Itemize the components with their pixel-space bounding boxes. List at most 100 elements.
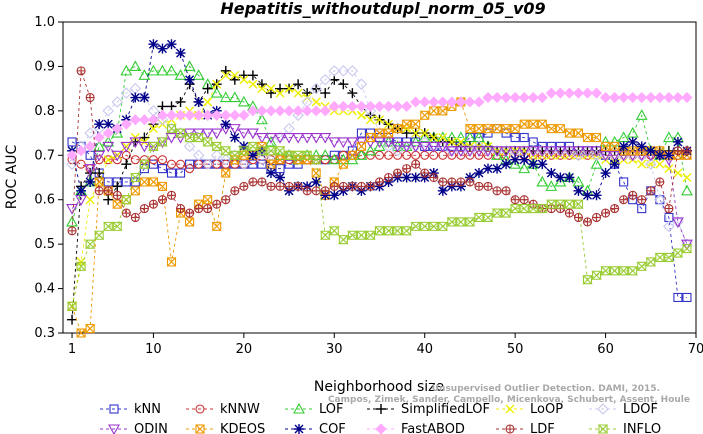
data-point	[239, 181, 249, 191]
data-point	[393, 124, 403, 134]
plot-frame	[62, 21, 697, 334]
data-point	[185, 164, 195, 174]
data-point	[130, 212, 140, 223]
data-point	[509, 91, 521, 104]
data-point	[84, 164, 97, 175]
data-point	[210, 149, 223, 162]
data-point	[221, 168, 231, 178]
data-point	[610, 141, 620, 151]
data-point	[382, 140, 395, 153]
data-point	[220, 119, 231, 130]
data-point	[93, 230, 105, 240]
data-point	[310, 82, 322, 95]
data-point	[248, 79, 258, 89]
data-point	[509, 146, 522, 157]
data-point	[473, 140, 485, 153]
data-point	[627, 136, 638, 147]
data-point	[581, 87, 594, 99]
data-point	[121, 141, 131, 151]
data-point	[138, 141, 151, 153]
data-point	[356, 141, 366, 151]
data-point	[311, 176, 322, 187]
data-point	[247, 105, 259, 117]
data-point	[637, 204, 647, 214]
data-point	[120, 141, 133, 153]
data-point	[93, 150, 106, 162]
data-point	[157, 181, 168, 191]
data-point	[672, 136, 683, 147]
legend-label: KDEOS	[220, 422, 265, 434]
data-point	[572, 87, 585, 99]
data-point	[581, 146, 594, 157]
legend-label: COF	[319, 422, 346, 434]
data-point	[590, 87, 603, 99]
data-point	[555, 124, 565, 134]
data-point	[501, 124, 511, 134]
data-point	[103, 155, 113, 165]
data-point	[528, 159, 539, 170]
data-point	[482, 146, 494, 157]
data-point	[474, 124, 484, 134]
data-point	[401, 172, 412, 183]
x-axis-label: Neighborhood size	[314, 379, 444, 395]
data-point	[419, 221, 431, 231]
data-point	[257, 84, 267, 94]
data-point	[645, 158, 657, 170]
data-point	[573, 199, 584, 209]
data-point	[293, 181, 303, 191]
data-point	[292, 105, 304, 117]
data-point	[112, 190, 122, 200]
data-point	[465, 177, 475, 187]
data-point	[392, 100, 404, 112]
data-point	[265, 135, 277, 147]
data-point	[166, 168, 177, 178]
data-point	[212, 79, 222, 89]
data-point	[120, 195, 132, 205]
data-point	[328, 153, 341, 165]
data-point	[75, 145, 87, 157]
data-point	[590, 146, 603, 157]
data-point	[618, 266, 629, 276]
chart-title: Hepatitis_withoutdupl_norm_05_v09	[220, 0, 545, 18]
data-point	[591, 212, 602, 223]
data-point	[329, 181, 339, 191]
data-point	[510, 132, 520, 143]
data-point	[582, 190, 593, 201]
data-point	[320, 88, 331, 99]
data-point	[465, 124, 475, 134]
data-point	[600, 91, 612, 104]
data-point	[429, 133, 439, 143]
data-point	[176, 168, 186, 178]
data-point	[130, 172, 141, 183]
data-point	[528, 119, 538, 129]
data-point	[536, 146, 549, 157]
data-point	[157, 195, 168, 205]
data-point	[347, 181, 357, 191]
data-point	[310, 132, 323, 144]
data-point	[311, 168, 321, 178]
data-point	[338, 235, 349, 245]
data-point	[591, 270, 602, 280]
data-point	[428, 221, 440, 231]
data-point	[230, 70, 240, 80]
legend-item-cof: COF	[285, 422, 346, 434]
data-point	[238, 158, 250, 170]
legend-marker	[597, 403, 609, 415]
data-point	[655, 195, 665, 205]
data-point	[463, 146, 476, 157]
legend: kNN kNNW LOF SimplifiedLOF LoOP LDOF ODIN KDEOS…	[100, 402, 661, 434]
data-point	[157, 155, 168, 165]
y-tick-label: 0.4	[34, 282, 55, 297]
data-point	[564, 128, 574, 138]
data-point	[554, 87, 566, 99]
data-point	[256, 113, 268, 125]
legend-label: SimplifiedLOF	[401, 402, 490, 417]
data-point	[600, 266, 611, 276]
data-point	[599, 150, 612, 162]
data-point	[157, 164, 168, 174]
data-point	[94, 177, 104, 187]
legend-label: ODIN	[134, 422, 168, 434]
y-tick-label: 0.9	[34, 59, 55, 74]
data-point	[554, 146, 567, 157]
data-point	[292, 150, 304, 160]
